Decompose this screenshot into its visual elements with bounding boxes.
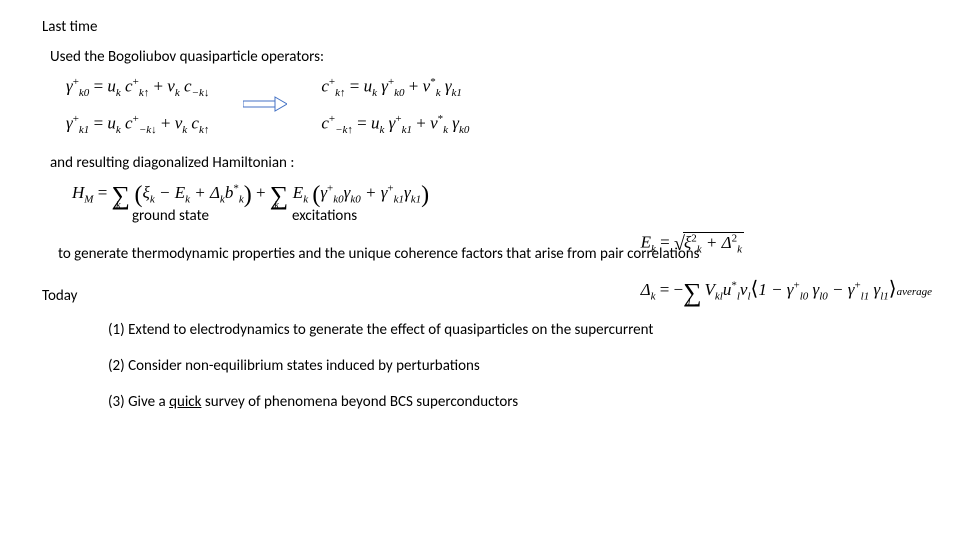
subheading-hamiltonian: and resulting diagonalized Hamiltonian : [50, 154, 918, 172]
hamiltonian-labels: ground state excitations [132, 207, 918, 225]
eq-Delta: Δk = −∑lVklu*lvl⟨1 − γ+l0 γl0 − γ+l1 γl1… [641, 276, 932, 302]
heading-today: Today [42, 287, 77, 305]
today-item-3-pre: (3) Give a [108, 393, 169, 411]
heading-last-time: Last time [42, 18, 918, 36]
eq-gamma-k0: γ+k0 = uk c+k↑ + vk c−k↓ [66, 76, 209, 99]
label-ground-state: ground state [132, 207, 292, 225]
label-excitations: excitations [292, 207, 357, 225]
today-item-1: (1) Extend to electrodynamics to generat… [108, 321, 918, 339]
subheading-bogoliubov: Used the Bogoliubov quasiparticle operat… [50, 48, 918, 66]
today-item-2: (2) Consider non-equilibrium states indu… [108, 357, 918, 375]
eq-c-dn: c+−k↑ = uk γ+k1 + v*k γk0 [321, 113, 469, 136]
eq-gamma-k1: γ+k1 = uk c+−k↓ + vk ck↑ [66, 113, 209, 136]
eq-Ek: Ek = √ξ2k + Δ2k [641, 232, 932, 256]
today-item-3-underline: quick [169, 393, 201, 411]
arrow-icon [243, 96, 287, 117]
bogoliubov-equations: γ+k0 = uk c+k↑ + vk c−k↓ γ+k1 = uk c+−k↓… [66, 76, 918, 136]
eq-c-up: c+k↑ = uk γ+k0 + v*k γk1 [321, 76, 469, 99]
today-item-3: (3) Give a quick survey of phenomena bey… [108, 393, 918, 411]
eq-hamiltonian: HM = ∑k(ξk − Ek + Δkb*k) + ∑kEk (γ+k0γk0… [72, 182, 918, 209]
today-item-3-post: survey of phenomena beyond BCS supercond… [201, 393, 518, 411]
